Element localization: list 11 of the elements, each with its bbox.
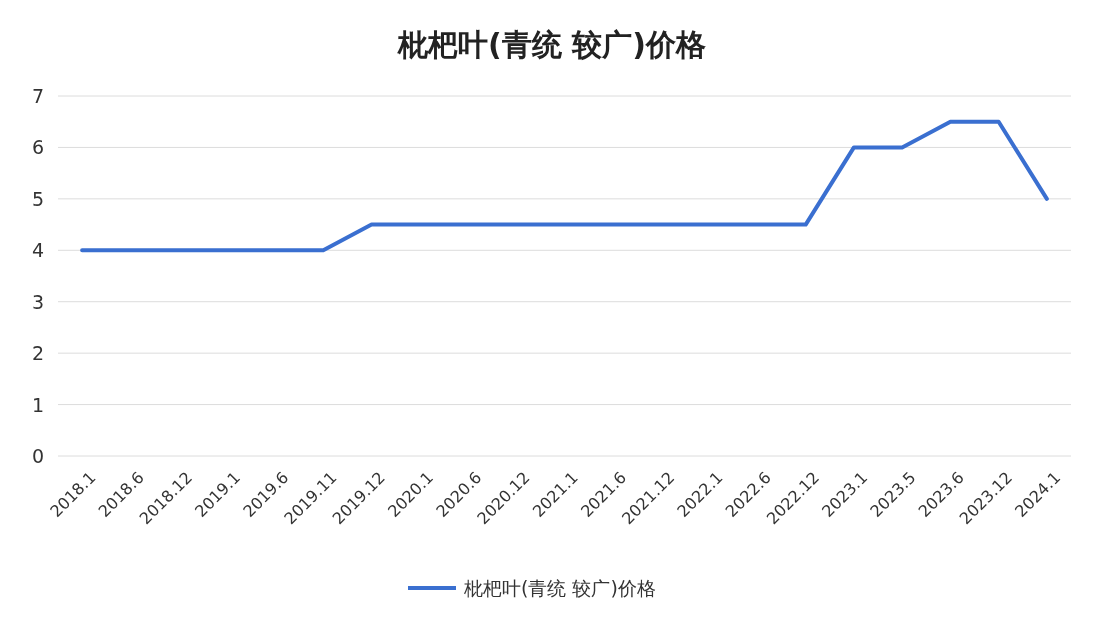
y-tick-label: 5	[31, 187, 45, 210]
legend-label: 枇杷叶(青统 较广)价格	[463, 577, 656, 599]
line-series	[80, 119, 1049, 253]
y-tick-label: 4	[31, 239, 45, 262]
y-tick-label: 2	[31, 342, 45, 365]
y-tick-label: 6	[31, 136, 45, 159]
y-tick-label: 0	[31, 445, 45, 467]
y-tick-label: 7	[31, 85, 45, 107]
chart-title: 枇杷叶(青统 较广)价格	[397, 27, 706, 62]
y-tick-label: 1	[31, 393, 45, 416]
y-tick-label: 3	[31, 290, 45, 313]
